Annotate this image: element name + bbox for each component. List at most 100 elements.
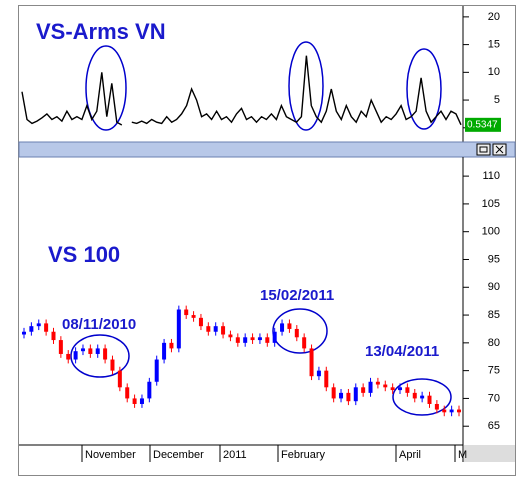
candle-body: [257, 337, 262, 341]
candle-body: [125, 387, 130, 399]
y-tick-label: 10: [488, 66, 500, 78]
candle-body: [398, 387, 403, 391]
candle-body: [147, 381, 152, 399]
candle-body: [184, 309, 189, 316]
highlight: [406, 48, 442, 130]
x-tick-label: April: [399, 449, 421, 461]
y-tick-label: 75: [488, 365, 500, 377]
current-value-label: 0.5347: [467, 119, 498, 130]
highlight: [85, 45, 127, 131]
y-tick-label: 95: [488, 253, 500, 265]
candle-body: [44, 323, 49, 332]
divider-bar: [18, 141, 516, 158]
candle-body: [294, 328, 299, 338]
candle-body: [346, 392, 351, 402]
top-title: VS-Arms VN: [36, 19, 166, 44]
candle-body: [368, 381, 373, 393]
candle-body: [427, 395, 432, 404]
x-tick-label: 2011: [223, 449, 247, 461]
candle-body: [228, 334, 233, 338]
highlight: [70, 334, 130, 378]
annotation: 13/04/2011: [365, 343, 439, 360]
candle-body: [353, 387, 358, 402]
candle-body: [280, 323, 285, 332]
candle-body: [132, 398, 137, 404]
candle-body: [51, 331, 56, 341]
candle-body: [198, 317, 203, 327]
candle-body: [383, 384, 388, 388]
candle-body: [169, 342, 174, 349]
candle-body: [221, 326, 226, 335]
y-tick-label: 110: [482, 170, 500, 182]
x-tick-label: December: [153, 449, 204, 461]
close-icon: [495, 145, 504, 154]
candle-body: [250, 337, 255, 341]
candle-body: [110, 359, 115, 371]
indicator-line: [21, 55, 462, 126]
candle-body: [154, 359, 159, 382]
candle-body: [339, 392, 344, 399]
candle-body: [265, 337, 270, 343]
candle-body: [324, 370, 329, 388]
annotation: 15/02/2011: [260, 287, 334, 304]
highlight: [392, 378, 452, 416]
candle-body: [309, 348, 314, 377]
x-tick-label: M: [458, 449, 467, 461]
candle-body: [412, 392, 417, 399]
y-tick-label: 105: [482, 198, 500, 210]
candle-body: [29, 326, 34, 332]
candle-body: [243, 337, 248, 343]
candle-body: [88, 348, 93, 354]
frame: [18, 5, 516, 476]
candle-body: [405, 387, 410, 393]
y-tick-label: 65: [488, 420, 500, 432]
candle-body: [361, 387, 366, 393]
candle-body: [457, 409, 461, 413]
y-tick-label: 5: [494, 94, 500, 106]
highlight: [288, 41, 324, 131]
candle-body: [95, 348, 100, 354]
y-tick-label: 100: [482, 226, 500, 238]
corner-box: [464, 445, 515, 462]
candle-body: [420, 395, 425, 399]
y-tick-label: 80: [488, 337, 500, 349]
candle-body: [22, 331, 26, 335]
x-tick-label: November: [85, 449, 136, 461]
y-tick-label: 85: [488, 309, 500, 321]
bottom-title: VS 100: [48, 242, 120, 267]
candle-body: [434, 403, 439, 410]
y-tick-label: 70: [488, 392, 500, 404]
candle-body: [66, 353, 71, 360]
candle-body: [36, 323, 41, 327]
candle-body: [375, 381, 380, 385]
candle-body: [302, 337, 307, 349]
annotation: 08/11/2010: [62, 316, 136, 333]
y-tick-label: 90: [488, 281, 500, 293]
candle-body: [139, 398, 144, 404]
highlight: [272, 308, 328, 354]
candle-body: [390, 387, 395, 391]
candle-body: [58, 340, 63, 354]
current-value-box: [465, 117, 501, 132]
candle-body: [213, 326, 218, 332]
candle-body: [117, 370, 122, 388]
y-tick-label: 20: [488, 11, 500, 23]
candle-body: [162, 342, 167, 360]
y-tick-label: 15: [488, 39, 500, 51]
candle-body: [272, 331, 277, 343]
candle-body: [103, 348, 108, 360]
candle-body: [206, 326, 211, 332]
maximize-icon: [479, 146, 488, 153]
candle-body: [442, 409, 447, 413]
maximize-button[interactable]: [476, 143, 491, 156]
candle-body: [449, 409, 454, 413]
candle-body: [176, 309, 181, 349]
candle-body: [316, 370, 321, 377]
candle-body: [191, 315, 196, 318]
candle-body: [287, 323, 292, 329]
candle-body: [331, 387, 336, 399]
candle-body: [235, 337, 240, 343]
x-tick-label: February: [281, 449, 326, 461]
candle-body: [80, 348, 85, 352]
